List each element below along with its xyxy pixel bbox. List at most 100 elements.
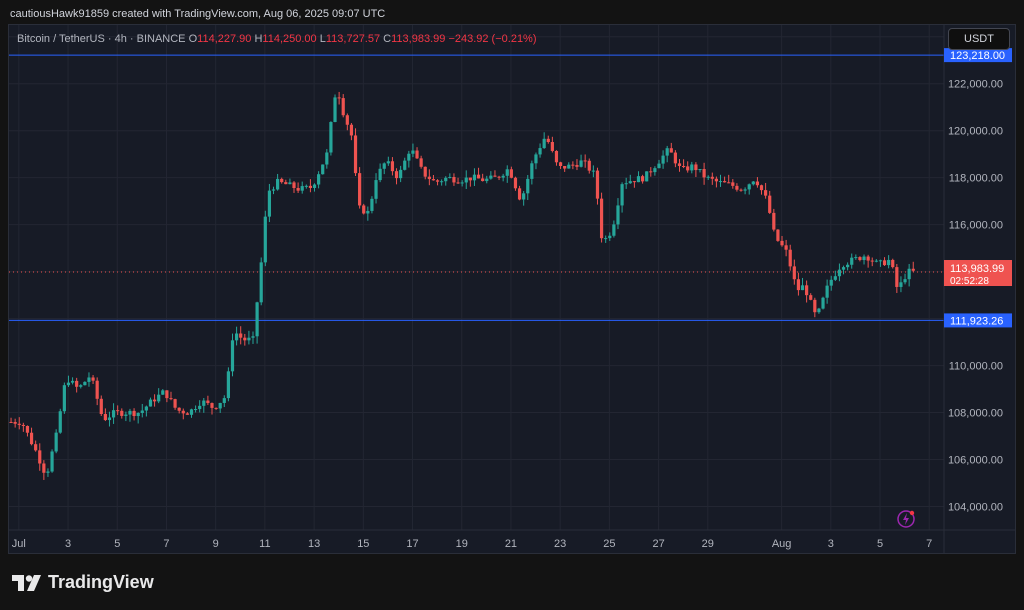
candle-body bbox=[911, 268, 915, 271]
candle-body bbox=[120, 410, 124, 416]
high-label: H bbox=[254, 33, 263, 45]
chart-area[interactable]: 124,000.00122,000.00120,000.00118,000.00… bbox=[8, 24, 1016, 554]
candle-body bbox=[460, 182, 464, 184]
candle-body bbox=[185, 413, 189, 415]
candle-body bbox=[481, 178, 485, 182]
x-tick-label: 27 bbox=[652, 538, 664, 550]
candle-body bbox=[624, 183, 628, 185]
candle-body bbox=[333, 97, 337, 123]
candle-body bbox=[259, 262, 263, 303]
candle-body bbox=[665, 148, 669, 156]
candle-body bbox=[796, 279, 801, 291]
candle-body bbox=[579, 160, 583, 167]
axes: 124,000.00122,000.00120,000.00118,000.00… bbox=[9, 25, 1015, 553]
candle-body bbox=[632, 181, 636, 183]
candle-body bbox=[878, 260, 883, 262]
candle-body bbox=[538, 148, 542, 155]
candle-body bbox=[899, 282, 903, 287]
candle-body bbox=[493, 175, 497, 177]
y-tick-label: 116,000.00 bbox=[949, 220, 1003, 232]
x-tick-label: Aug bbox=[772, 538, 792, 550]
candle-body bbox=[563, 165, 567, 169]
x-tick-label: Jul bbox=[12, 538, 26, 550]
candle-body bbox=[862, 256, 866, 261]
candle-body bbox=[468, 177, 472, 181]
candle-body bbox=[727, 182, 731, 184]
candle-body bbox=[75, 380, 79, 387]
candle-body bbox=[226, 371, 230, 399]
candlestick-chart[interactable]: 124,000.00122,000.00120,000.00118,000.00… bbox=[9, 25, 1016, 554]
candle-body bbox=[148, 399, 153, 407]
candle-body bbox=[366, 210, 370, 214]
change-value: −243.92 (−0.21%) bbox=[448, 33, 537, 45]
candle-body bbox=[440, 181, 444, 183]
y-tick-label: 108,000.00 bbox=[948, 408, 1003, 420]
candle-body bbox=[263, 216, 267, 263]
candle-body bbox=[723, 181, 727, 183]
candle-body bbox=[399, 169, 403, 179]
currency-button[interactable]: USDT bbox=[948, 28, 1010, 50]
candle-body bbox=[144, 406, 148, 411]
candle-body bbox=[743, 189, 747, 191]
candle-body bbox=[895, 267, 899, 287]
candle-body bbox=[669, 148, 673, 153]
candle-body bbox=[25, 425, 30, 433]
candle-body bbox=[292, 182, 296, 189]
x-tick-label: 3 bbox=[65, 538, 71, 550]
flash-icon[interactable] bbox=[896, 509, 916, 529]
candle-body bbox=[735, 185, 739, 190]
candle-body bbox=[612, 224, 616, 236]
candle-body bbox=[813, 299, 817, 313]
x-tick-label: 5 bbox=[114, 538, 120, 550]
candle-body bbox=[284, 182, 288, 185]
candle-body bbox=[337, 97, 341, 99]
candle-body bbox=[837, 269, 842, 277]
candle-body bbox=[677, 163, 682, 166]
horizontal-lines bbox=[9, 54, 944, 321]
grid bbox=[9, 25, 944, 530]
candle-body bbox=[595, 170, 600, 199]
candle-body bbox=[858, 257, 862, 261]
x-tick-label: 9 bbox=[213, 538, 219, 550]
candle-body bbox=[587, 160, 591, 171]
candle-body bbox=[690, 164, 694, 171]
candle-body bbox=[386, 161, 390, 164]
candle-body bbox=[251, 336, 255, 338]
credit-line: cautiousHawk91859 created with TradingVi… bbox=[10, 8, 386, 20]
low-value: 113,727.57 bbox=[325, 33, 381, 45]
y-tick-label: 122,000.00 bbox=[948, 79, 1003, 91]
candle-body bbox=[17, 423, 21, 425]
candle-body bbox=[887, 259, 891, 266]
candle-body bbox=[817, 308, 821, 313]
candle-body bbox=[70, 380, 75, 383]
candle-body bbox=[99, 398, 103, 415]
candle-body bbox=[694, 164, 698, 171]
candle-body bbox=[747, 184, 751, 190]
candle-body bbox=[198, 405, 202, 410]
candle-body bbox=[805, 285, 809, 296]
candle-body bbox=[850, 257, 854, 265]
candle-body bbox=[83, 381, 87, 386]
candle-body bbox=[772, 212, 776, 230]
candle-body bbox=[374, 180, 378, 199]
candle-body bbox=[247, 337, 251, 341]
candle-body bbox=[349, 124, 354, 136]
candle-body bbox=[111, 410, 116, 418]
x-tick-label: 17 bbox=[406, 538, 418, 550]
footer-logo[interactable]: TradingView bbox=[12, 572, 154, 593]
y-tick-label: 118,000.00 bbox=[949, 173, 1003, 185]
candle-body bbox=[846, 264, 850, 268]
horizontal-line-tag bbox=[944, 48, 1012, 63]
candle-body bbox=[616, 205, 620, 225]
x-tick-label: 7 bbox=[163, 538, 169, 550]
candle-body bbox=[165, 390, 169, 399]
candle-body bbox=[403, 160, 407, 170]
x-tick-label: 13 bbox=[308, 538, 320, 550]
x-tick-label: 23 bbox=[554, 538, 566, 550]
candle-body bbox=[776, 229, 780, 241]
y-tick-label: 106,000.00 bbox=[948, 455, 1003, 467]
candle-body bbox=[390, 161, 395, 172]
candle-body bbox=[608, 235, 612, 239]
candle-body bbox=[255, 302, 259, 337]
candle-body bbox=[800, 285, 805, 291]
